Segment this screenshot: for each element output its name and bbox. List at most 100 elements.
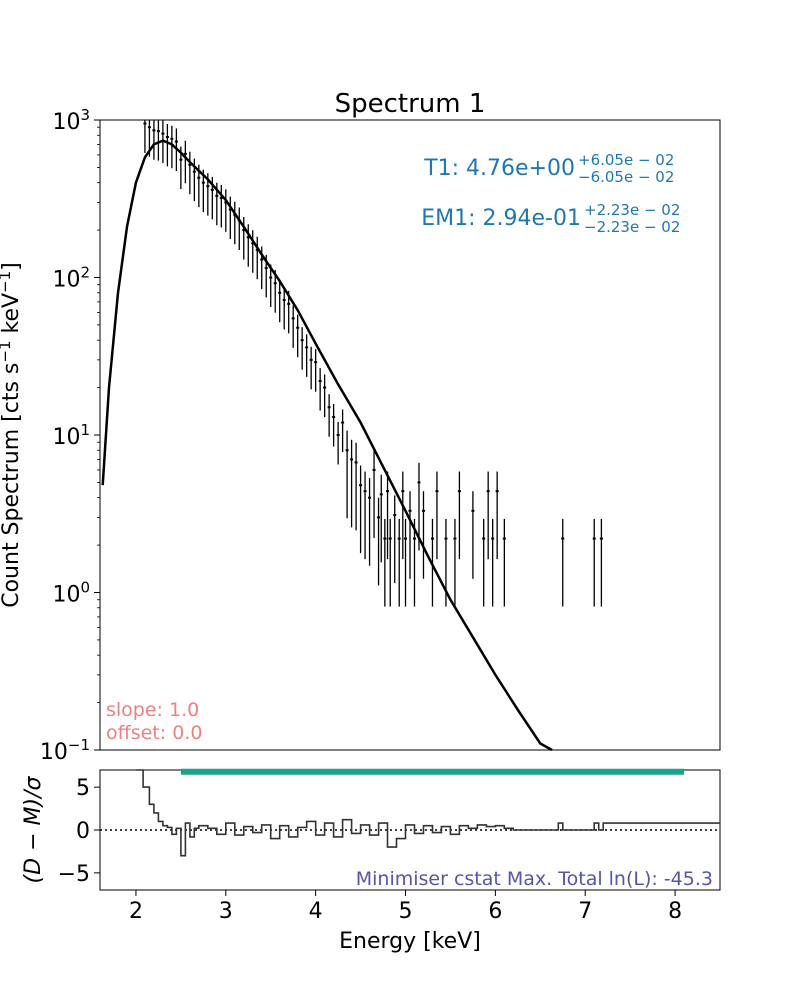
main-y-tick-label: 102 — [52, 264, 90, 293]
data-point — [368, 478, 372, 566]
residual-y-ticks: −5 0 5 — [58, 776, 100, 887]
data-point — [388, 518, 392, 607]
tick-base: 10 — [52, 583, 80, 608]
residual-step-line — [135, 769, 720, 857]
data-point — [183, 140, 187, 184]
model-curve — [101, 139, 553, 752]
main-y-tick-label: 103 — [52, 106, 90, 135]
chart-title: Spectrum 1 — [335, 89, 486, 119]
data-point — [495, 471, 499, 560]
data-point — [233, 201, 237, 245]
em1-upper-error: +2.23e − 02 — [584, 201, 680, 219]
main-y-label: Count Spectrum [cts s−1 keV−1] — [0, 262, 24, 608]
data-point — [453, 518, 457, 607]
t1-lower-error: −6.05e − 02 — [578, 168, 674, 186]
x-tick-label: 2 — [129, 899, 143, 924]
data-point — [278, 279, 282, 323]
data-point — [156, 120, 160, 161]
x-tick-label: 4 — [309, 899, 323, 924]
data-points — [143, 120, 603, 607]
t1-annotation: T1: 4.76e+00 — [423, 156, 575, 181]
minimiser-annotation: Minimiser cstat Max. Total ln(L): -45.3 — [356, 868, 713, 890]
tick-exponent: −1 — [68, 736, 90, 754]
data-point — [482, 518, 486, 607]
data-point — [457, 471, 461, 560]
data-point — [379, 474, 383, 563]
data-point — [336, 421, 340, 465]
x-axis-label: Energy [keV] — [339, 929, 481, 954]
tick-exponent: 1 — [80, 421, 90, 439]
slope-label: slope: 1.0 — [106, 699, 199, 721]
data-point — [471, 491, 475, 579]
main-y-tick-label: 10−1 — [40, 736, 90, 765]
data-point — [251, 230, 255, 273]
data-point — [412, 518, 416, 607]
data-point — [273, 270, 277, 313]
data-point — [291, 305, 295, 348]
data-point — [383, 518, 387, 607]
data-point — [224, 189, 228, 232]
main-minor-ticks — [97, 126, 100, 703]
tick-base: 10 — [52, 425, 80, 450]
data-point — [305, 334, 309, 377]
tick-exponent: 0 — [80, 579, 90, 597]
data-point — [354, 442, 358, 531]
data-point — [228, 196, 232, 240]
data-point — [309, 346, 313, 390]
residual-panel: −5 0 5 2 3 4 5 6 7 8 (D − M)/σ Energy [keV] Mini… — [21, 768, 721, 954]
data-point — [341, 409, 345, 452]
data-point — [561, 518, 565, 607]
data-point — [363, 471, 367, 560]
residual-y-tick-label: −5 — [58, 862, 90, 887]
residual-x-ticks: 2 3 4 5 6 7 8 — [129, 890, 682, 924]
main-y-label-sup1: −1 — [0, 340, 14, 362]
data-point — [359, 465, 363, 554]
data-point — [188, 151, 192, 195]
x-tick-label: 5 — [399, 899, 413, 924]
data-point — [314, 349, 318, 392]
data-point — [255, 236, 259, 280]
data-point — [393, 495, 397, 584]
tick-exponent: 2 — [80, 264, 90, 282]
t1-upper-error: +6.05e − 02 — [578, 151, 674, 169]
main-y-label-end: ] — [0, 262, 24, 271]
main-y-tick-label: 101 — [52, 421, 90, 450]
residual-y-label: (D − M)/σ — [21, 776, 46, 884]
data-point — [170, 125, 174, 169]
main-y-label-sup2: −1 — [0, 271, 14, 293]
data-point — [502, 518, 506, 607]
offset-label: offset: 0.0 — [106, 722, 202, 744]
data-point — [386, 471, 390, 560]
data-point — [404, 518, 408, 607]
data-point — [372, 450, 376, 538]
tick-base: 10 — [40, 740, 68, 765]
x-tick-label: 7 — [578, 899, 592, 924]
data-point — [377, 497, 381, 586]
data-point — [143, 120, 147, 153]
em1-lower-error: −2.23e − 02 — [584, 218, 680, 236]
data-point — [408, 491, 412, 579]
tick-base: 10 — [52, 110, 80, 135]
data-point — [152, 120, 156, 160]
data-point — [421, 491, 425, 579]
tick-base: 10 — [52, 268, 80, 293]
data-point — [599, 518, 603, 607]
data-point — [327, 394, 331, 437]
x-tick-label: 3 — [219, 899, 233, 924]
data-point — [397, 518, 401, 607]
tick-exponent: 3 — [80, 106, 90, 124]
main-y-label-text: Count Spectrum [cts s — [0, 363, 24, 608]
data-point — [345, 430, 349, 519]
data-point — [237, 207, 241, 250]
data-point — [592, 518, 596, 607]
em1-annotation: EM1: 2.94e-01 — [421, 206, 581, 231]
data-point — [269, 264, 273, 307]
data-point — [300, 327, 304, 370]
main-y-tick-label: 100 — [52, 579, 90, 608]
data-point — [491, 518, 495, 607]
data-point — [435, 471, 439, 560]
x-tick-label: 8 — [668, 899, 682, 924]
